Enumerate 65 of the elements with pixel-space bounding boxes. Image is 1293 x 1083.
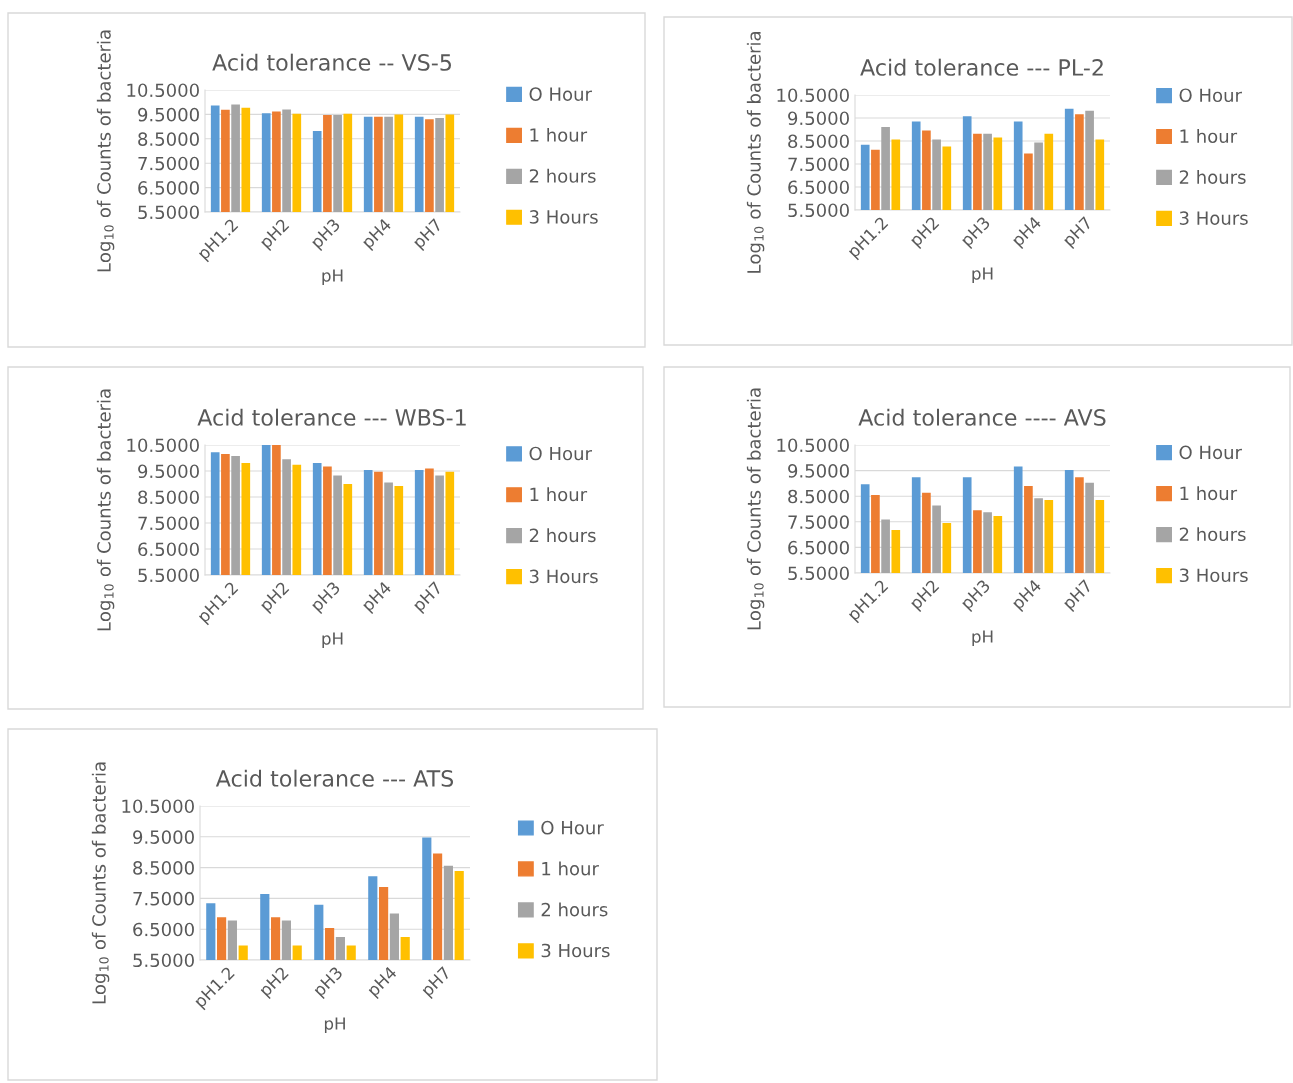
y-tick-label: 5.5000: [138, 568, 199, 583]
y-tick-label: 10.5000: [777, 438, 849, 453]
y-tick-label: 7.5000: [133, 891, 194, 906]
legend-label: O Hour: [541, 820, 604, 835]
y-axis-title: Log$_{10}$ of Counts of bacteria: [746, 388, 765, 630]
chart-title: Acid tolerance ---- AVS: [858, 408, 1106, 426]
y-tick-label: 8.5000: [788, 489, 849, 504]
legend-label: 3 Hours: [1179, 211, 1248, 225]
y-tick-label: 5.5000: [138, 205, 199, 220]
y-axis-title: Log$_{10}$ of Counts of bacteria: [746, 32, 765, 273]
legend-label: 2 hours: [541, 902, 608, 917]
x-axis-title: pH: [322, 269, 343, 286]
legend-label: 2 hours: [529, 168, 596, 183]
y-tick-label: 10.5000: [127, 83, 199, 98]
y-tick-label: 9.5000: [133, 830, 194, 844]
y-axis-title: Log$_{10}$ of Counts of bacteria: [91, 762, 110, 1004]
y-tick-label: 7.5000: [138, 516, 199, 531]
y-axis-title: Log$_{10}$ of Counts of bacteria: [96, 389, 115, 631]
legend-label: 2 hours: [529, 528, 596, 543]
legend-label: 1 hour: [530, 127, 588, 142]
chart-title: Acid tolerance -- VS-5: [212, 53, 451, 71]
y-tick-label: 8.5000: [133, 861, 194, 875]
y-tick-label: 6.5000: [138, 181, 199, 195]
y-tick-label: 10.5000: [122, 799, 194, 814]
legend-label: O Hour: [529, 446, 592, 461]
chart-title: Acid tolerance --- WBS-1: [197, 408, 466, 426]
y-tick-label: 9.5000: [788, 464, 849, 478]
legend-label: O Hour: [1179, 88, 1242, 103]
legend-label: 3 Hours: [541, 943, 610, 958]
y-tick-label: 9.5000: [788, 111, 849, 126]
y-tick-label: 8.5000: [788, 134, 849, 149]
y-tick-label: 5.5000: [133, 953, 194, 968]
y-tick-label: 7.5000: [788, 157, 849, 172]
y-tick-label: 8.5000: [138, 132, 199, 146]
y-tick-label: 5.5000: [788, 203, 849, 218]
y-tick-label: 7.5000: [788, 515, 849, 529]
legend-label: O Hour: [1179, 445, 1242, 460]
y-tick-label: 9.5000: [138, 107, 199, 122]
legend-label: O Hour: [529, 87, 592, 101]
y-tick-label: 9.5000: [138, 464, 199, 479]
x-axis-title: pH: [322, 632, 343, 649]
legend-label: 2 hours: [1179, 169, 1246, 184]
y-tick-label: 6.5000: [788, 540, 849, 555]
legend-label: 3 Hours: [1179, 568, 1248, 583]
y-tick-label: 6.5000: [788, 180, 849, 195]
y-tick-label: 6.5000: [133, 922, 194, 937]
y-axis-title: Log$_{10}$ of Counts of bacteria: [96, 30, 115, 272]
y-tick-label: 10.5000: [127, 438, 199, 453]
legend-label: 1 hour: [530, 487, 588, 502]
x-axis-title: pH: [972, 630, 993, 647]
chart-title: Acid tolerance --- ATS: [215, 769, 454, 787]
legend-label: 1 hour: [1180, 129, 1238, 144]
y-tick-label: 5.5000: [788, 566, 849, 581]
x-axis-title: pH: [324, 1017, 345, 1034]
y-tick-label: 6.5000: [138, 542, 199, 557]
legend-label: 3 Hours: [529, 569, 598, 584]
legend-label: 1 hour: [542, 861, 599, 876]
legend-label: 1 hour: [1180, 486, 1238, 501]
x-axis-title: pH: [972, 267, 993, 284]
chart-title: Acid tolerance --- PL-2: [860, 58, 1103, 76]
legend-label: 3 Hours: [529, 210, 598, 224]
y-tick-label: 10.5000: [777, 88, 849, 103]
legend-label: 2 hours: [1179, 527, 1246, 542]
y-tick-label: 7.5000: [138, 156, 199, 171]
y-tick-label: 8.5000: [138, 490, 199, 505]
